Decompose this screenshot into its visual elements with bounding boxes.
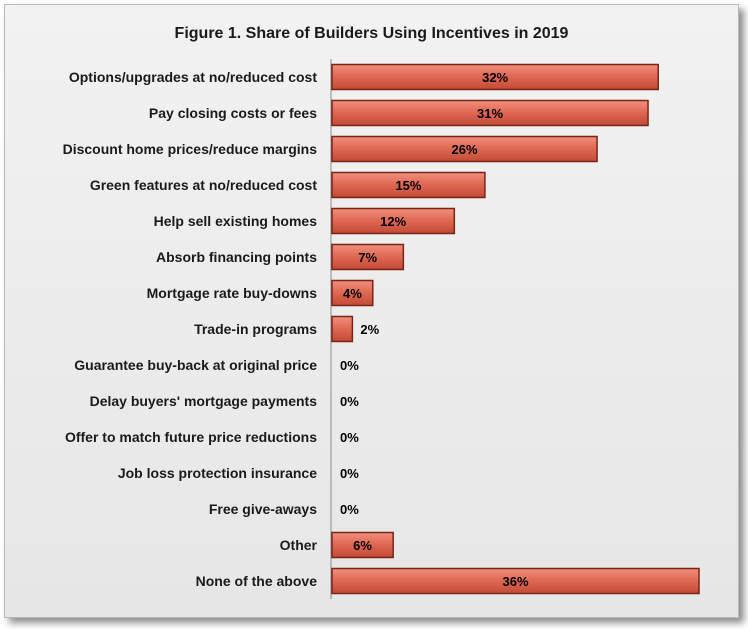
data-label: 31% (477, 106, 503, 121)
chart-title: Figure 1. Share of Builders Using Incent… (174, 25, 569, 42)
category-label: Other (280, 537, 318, 553)
bar (331, 99, 649, 127)
data-label: 15% (395, 178, 421, 193)
bar (331, 135, 598, 163)
category-label: Mortgage rate buy-downs (147, 285, 318, 301)
data-label: 0% (340, 358, 359, 373)
data-label: 6% (353, 538, 372, 553)
bar (331, 279, 374, 307)
data-label: 2% (360, 322, 379, 337)
bar (331, 567, 700, 595)
category-label: Job loss protection insurance (118, 465, 317, 481)
category-label: Discount home prices/reduce margins (63, 141, 318, 157)
data-label: 0% (340, 502, 359, 517)
category-label: Delay buyers' mortgage payments (90, 393, 318, 409)
category-label: Trade-in programs (194, 321, 317, 337)
data-label: 0% (340, 430, 359, 445)
category-label: Offer to match future price reductions (65, 429, 317, 445)
category-label: Green features at no/reduced cost (90, 177, 318, 193)
bar (331, 315, 354, 343)
data-label: 12% (380, 214, 406, 229)
data-label: 4% (343, 286, 362, 301)
category-label: Options/upgrades at no/reduced cost (69, 69, 317, 85)
data-label: 32% (482, 70, 508, 85)
bar (331, 171, 486, 199)
category-label: Free give-aways (209, 501, 317, 517)
bar (331, 531, 394, 559)
category-label: Pay closing costs or fees (149, 105, 317, 121)
category-label: None of the above (196, 573, 318, 589)
data-label: 26% (452, 142, 478, 157)
category-label: Help sell existing homes (154, 213, 318, 229)
bar (331, 207, 456, 235)
category-label: Guarantee buy-back at original price (74, 357, 317, 373)
data-label: 0% (340, 394, 359, 409)
data-label: 7% (358, 250, 377, 265)
bar (331, 243, 405, 271)
bar (331, 63, 659, 91)
data-label: 36% (502, 574, 528, 589)
data-label: 0% (340, 466, 359, 481)
category-label: Absorb financing points (156, 249, 317, 265)
